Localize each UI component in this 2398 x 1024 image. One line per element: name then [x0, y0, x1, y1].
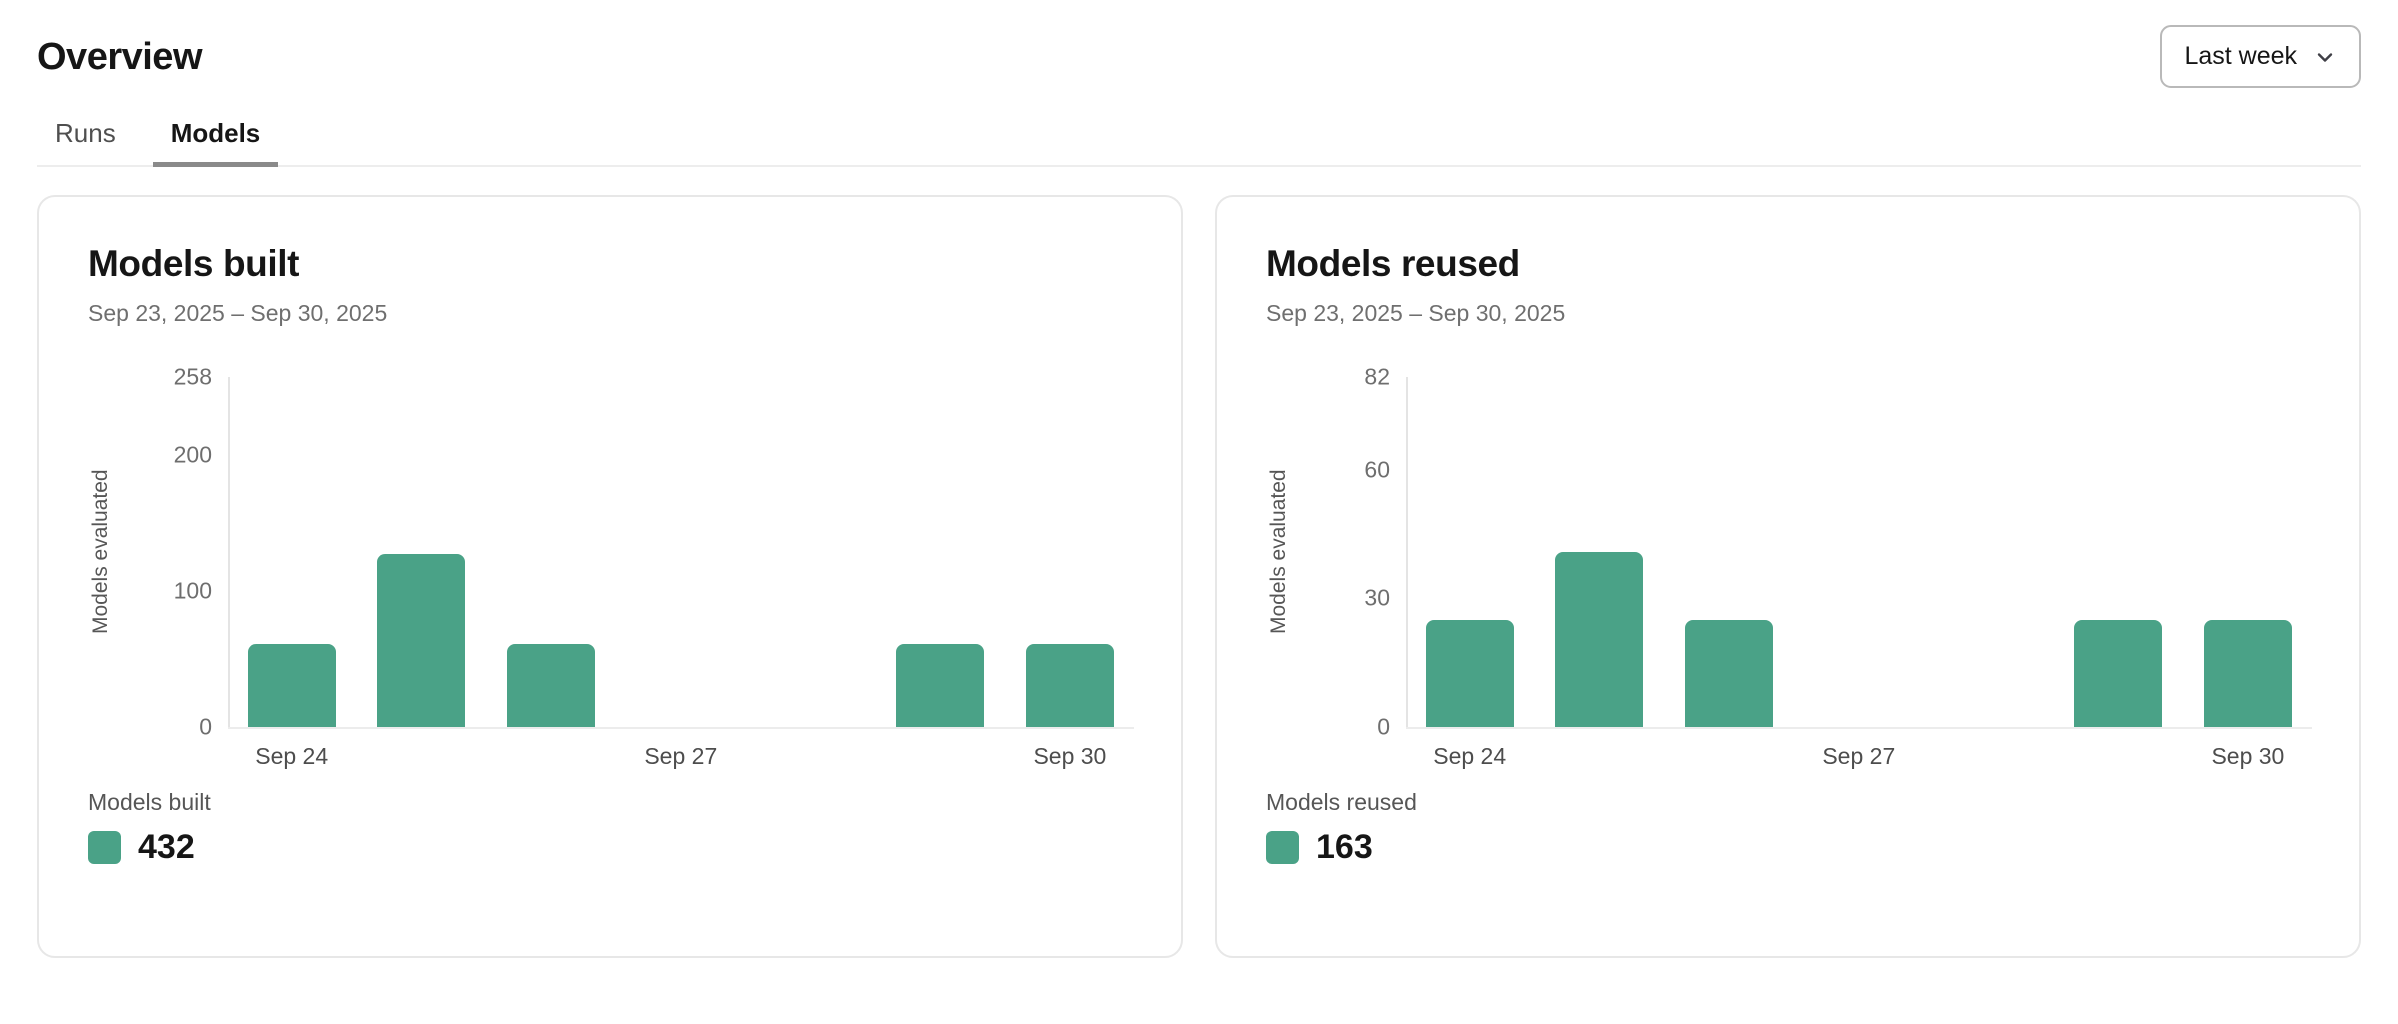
bar-sep-24 [247, 643, 336, 727]
bar-sep-30 [1025, 643, 1114, 727]
y-tick-label: 30 [1364, 584, 1390, 611]
y-axis-line [228, 376, 230, 727]
time-range-value: Last week [2184, 42, 2297, 70]
tab-bar: Runs Models [37, 108, 2361, 167]
models-reused-chart: Models evaluated 0 30 60 82 Sep 24 Sep 27 Sep … [1266, 363, 2312, 783]
bar-sep-29 [896, 643, 985, 727]
x-tick-label: Sep 24 [1433, 742, 1507, 769]
y-axis-label: Models evaluated [89, 469, 112, 634]
card-title: Models built [88, 243, 300, 284]
legend-row: 163 [1266, 828, 2310, 867]
bar-sep-25 [377, 554, 466, 727]
bar-sep-30 [2203, 619, 2292, 727]
x-tick-label: Sep 27 [644, 742, 718, 769]
date-range: Sep 23, 2025 – Sep 30, 2025 [1266, 299, 1566, 326]
y-tick-label: 60 [1364, 456, 1390, 483]
y-tick-label: 0 [1377, 713, 1390, 740]
page-header: Overview Last week [0, 0, 2398, 96]
chevron-down-icon [2313, 45, 2337, 69]
bar-sep-24 [1425, 619, 1514, 727]
card-title: Models reused [1266, 243, 1520, 284]
legend-total: 432 [138, 827, 195, 866]
x-tick-label: Sep 30 [1033, 742, 1107, 769]
models-built-legend: Models built 432 [88, 789, 1132, 867]
x-axis-line [1406, 726, 2312, 729]
x-tick-label: Sep 24 [255, 742, 329, 769]
x-axis-line [228, 726, 1134, 729]
bar-sep-29 [2074, 619, 2163, 727]
date-range: Sep 23, 2025 – Sep 30, 2025 [88, 299, 388, 326]
bar-sep-26 [507, 643, 596, 727]
y-tick-label: 100 [173, 577, 212, 604]
page-title: Overview [37, 36, 203, 78]
legend-row: 432 [88, 828, 1132, 867]
x-tick-label: Sep 30 [2211, 742, 2285, 769]
models-built-chart: Models evaluated 0 100 200 258 Sep 24 Sep 27 S… [88, 363, 1134, 783]
models-built-card: Models built Sep 23, 2025 – Sep 30, 2025… [37, 195, 1183, 958]
y-tick-label: 0 [199, 713, 212, 740]
tab-models[interactable]: Models [152, 108, 279, 167]
legend-swatch [88, 830, 121, 864]
models-reused-card: Models reused Sep 23, 2025 – Sep 30, 202… [1215, 195, 2361, 958]
y-axis-line [1406, 376, 1408, 727]
bar-sep-26 [1685, 619, 1774, 727]
bar-sep-25 [1555, 551, 1644, 727]
y-tick-label: 258 [173, 363, 212, 390]
tab-runs[interactable]: Runs [55, 118, 116, 148]
x-tick-label: Sep 27 [1822, 742, 1896, 769]
y-axis-label: Models evaluated [1267, 469, 1290, 634]
y-tick-label: 82 [1364, 363, 1390, 390]
models-reused-legend: Models reused 163 [1266, 789, 2310, 867]
legend-label: Models built [88, 788, 211, 815]
legend-total: 163 [1316, 827, 1373, 866]
legend-label: Models reused [1266, 788, 1417, 815]
legend-swatch [1266, 830, 1299, 864]
y-tick-label: 200 [173, 441, 212, 468]
time-range-dropdown[interactable]: Last week [2160, 25, 2361, 88]
cards-container: Models built Sep 23, 2025 – Sep 30, 2025… [37, 195, 2361, 958]
